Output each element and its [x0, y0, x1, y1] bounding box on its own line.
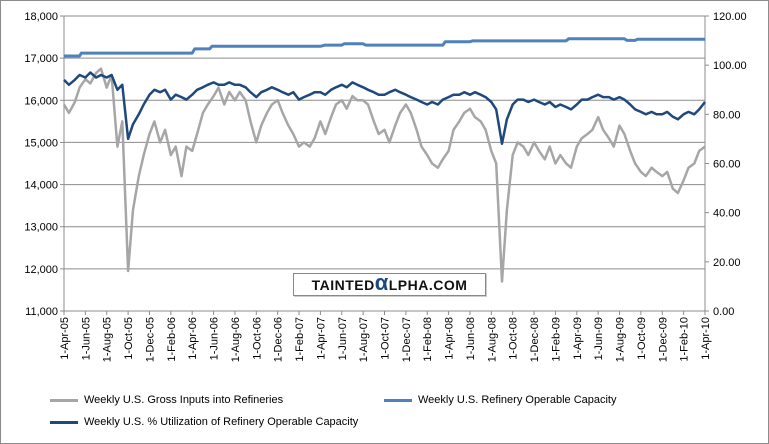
- series-line-1: [64, 37, 705, 58]
- right-tick-label: 80.00: [713, 109, 741, 121]
- x-tick-label: 1-Dec-08: [529, 317, 541, 362]
- x-tick-label: 1-Dec-07: [401, 317, 413, 362]
- left-tick-label: 13,000: [24, 222, 58, 234]
- series-line-0: [62, 67, 706, 283]
- x-tick-label: 1-Oct-08: [508, 317, 520, 360]
- x-tick-label: 1-Oct-07: [380, 317, 392, 360]
- right-tick-label: 20.00: [713, 257, 741, 269]
- legend-swatch-operable-capacity: [384, 398, 412, 402]
- x-tick-label: 1-Jun-05: [80, 317, 92, 360]
- x-tick-label: 1-Apr-09: [572, 317, 584, 360]
- x-tick-label: 1-Aug-05: [102, 317, 114, 362]
- legend-swatch-gross-inputs: [50, 398, 78, 402]
- x-tick-label: 1-Oct-06: [251, 317, 263, 360]
- x-tick-label: 1-Apr-07: [315, 317, 327, 360]
- x-tick-label: 1-Apr-06: [187, 317, 199, 360]
- x-tick-label: 1-Dec-06: [273, 317, 285, 362]
- legend-item-utilization: Weekly U.S. % Utilization of Refinery Op…: [50, 416, 358, 428]
- legend-item-gross-inputs: Weekly U.S. Gross Inputs into Refineries: [50, 394, 283, 406]
- x-tick-label: 1-Jun-08: [465, 317, 477, 360]
- legend: Weekly U.S. Gross Inputs into Refineries…: [0, 388, 767, 438]
- left-tick-label: 15,000: [24, 137, 58, 149]
- right-tick-label: 60.00: [713, 159, 741, 171]
- right-tick-label: 0.00: [713, 306, 734, 318]
- legend-label-utilization: Weekly U.S. % Utilization of Refinery Op…: [84, 416, 359, 428]
- x-tick-label: 1-Jun-09: [593, 317, 605, 360]
- right-tick-label: 40.00: [713, 208, 741, 220]
- x-tick-label: 1-Dec-09: [657, 317, 669, 362]
- x-tick-label: 1-Feb-07: [294, 317, 306, 362]
- x-tick-label: 1-Aug-06: [230, 317, 242, 362]
- x-tick-label: 1-Oct-05: [123, 317, 135, 360]
- legend-swatch-utilization: [50, 420, 78, 424]
- x-tick-label: 1-Jun-07: [337, 317, 349, 360]
- left-tick-label: 12,000: [24, 264, 58, 276]
- right-tick-label: 100.00: [713, 60, 747, 72]
- left-tick-label: 17,000: [24, 53, 58, 65]
- watermark-logo: TAINTEDαLPHA.COM: [293, 270, 486, 296]
- x-tick-label: 1-Feb-06: [166, 317, 178, 362]
- x-tick-label: 1-Aug-08: [486, 317, 498, 362]
- x-tick-label: 1-Feb-10: [679, 317, 691, 362]
- x-tick-label: 1-Apr-08: [444, 317, 456, 360]
- legend-item-operable-capacity: Weekly U.S. Refinery Operable Capacity: [384, 394, 617, 406]
- x-tick-label: 1-Feb-08: [422, 317, 434, 362]
- legend-label-operable-capacity: Weekly U.S. Refinery Operable Capacity: [418, 394, 617, 406]
- x-tick-label: 1-Jun-06: [209, 317, 221, 360]
- left-tick-label: 16,000: [24, 95, 58, 107]
- x-tick-label: 1-Aug-09: [615, 317, 627, 362]
- x-tick-label: 1-Oct-09: [636, 317, 648, 360]
- watermark-text: TAINTEDαLPHA.COM: [311, 270, 468, 295]
- legend-label-gross-inputs: Weekly U.S. Gross Inputs into Refineries: [84, 394, 284, 406]
- left-tick-label: 14,000: [24, 180, 58, 192]
- right-tick-label: 120.00: [713, 11, 747, 23]
- x-tick-label: 1-Apr-10: [700, 317, 712, 360]
- x-tick-label: 1-Feb-09: [550, 317, 562, 362]
- series-line-2: [63, 71, 706, 146]
- x-tick-label: 1-Apr-05: [59, 317, 71, 360]
- left-tick-label: 18,000: [24, 11, 58, 23]
- x-tick-label: 1-Dec-05: [144, 317, 156, 362]
- x-tick-label: 1-Aug-07: [358, 317, 370, 362]
- left-tick-label: 11,000: [25, 306, 58, 318]
